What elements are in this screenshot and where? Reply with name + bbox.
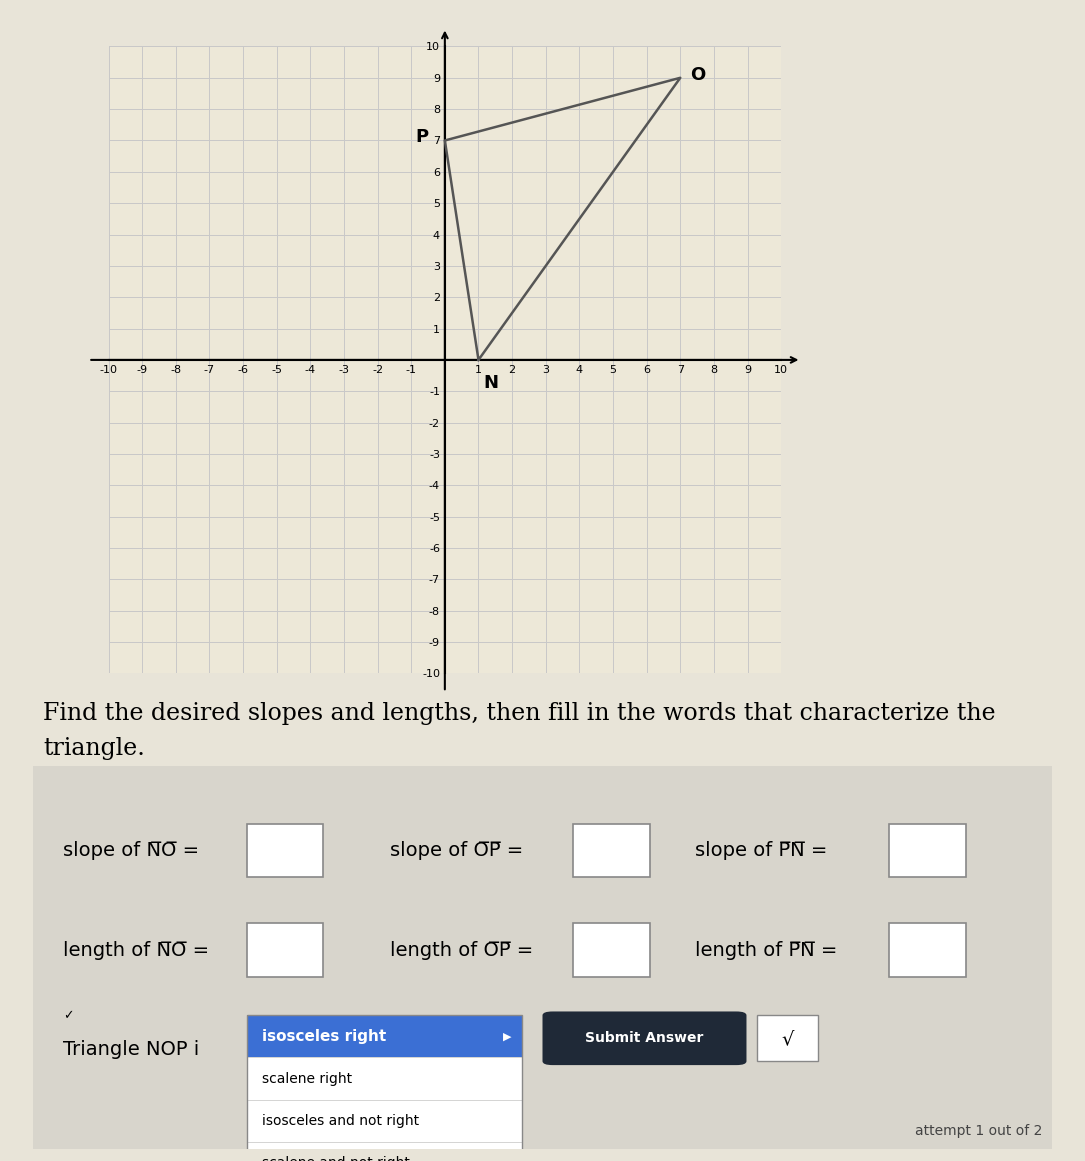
Text: length of O̅P̅ =: length of O̅P̅ = xyxy=(390,940,533,960)
Text: √: √ xyxy=(781,1029,793,1047)
FancyBboxPatch shape xyxy=(573,923,650,978)
Text: scalene right: scalene right xyxy=(261,1072,353,1086)
FancyBboxPatch shape xyxy=(246,1015,522,1058)
FancyBboxPatch shape xyxy=(246,1099,522,1141)
Text: attempt 1 out of 2: attempt 1 out of 2 xyxy=(915,1124,1043,1138)
FancyBboxPatch shape xyxy=(542,1011,746,1065)
Text: slope of O̅P̅ =: slope of O̅P̅ = xyxy=(390,841,523,860)
FancyBboxPatch shape xyxy=(23,763,1062,1153)
Text: isosceles right: isosceles right xyxy=(261,1029,386,1044)
Text: ▶: ▶ xyxy=(503,1031,512,1041)
Text: slope of N̅O̅ =: slope of N̅O̅ = xyxy=(63,841,200,860)
Text: length of P̅N̅ =: length of P̅N̅ = xyxy=(695,940,838,960)
Text: Submit Answer: Submit Answer xyxy=(585,1031,704,1045)
FancyBboxPatch shape xyxy=(246,1141,522,1161)
Text: N: N xyxy=(484,374,498,392)
FancyBboxPatch shape xyxy=(246,1058,522,1099)
Text: isosceles and not right: isosceles and not right xyxy=(261,1113,419,1127)
FancyBboxPatch shape xyxy=(756,1015,818,1061)
Text: triangle.: triangle. xyxy=(43,737,145,760)
Text: Triangle NOP i: Triangle NOP i xyxy=(63,1040,200,1059)
Text: slope of P̅N̅ =: slope of P̅N̅ = xyxy=(695,841,828,860)
FancyBboxPatch shape xyxy=(890,824,966,878)
Text: P: P xyxy=(414,129,427,146)
FancyBboxPatch shape xyxy=(573,824,650,878)
Text: ✓: ✓ xyxy=(63,1009,74,1022)
FancyBboxPatch shape xyxy=(890,923,966,978)
Text: scalene and not right: scalene and not right xyxy=(261,1156,410,1161)
Text: length of N̅O̅ =: length of N̅O̅ = xyxy=(63,940,209,960)
Text: Find the desired slopes and lengths, then fill in the words that characterize th: Find the desired slopes and lengths, the… xyxy=(43,702,996,726)
FancyBboxPatch shape xyxy=(246,824,323,878)
Text: O: O xyxy=(690,66,705,84)
FancyBboxPatch shape xyxy=(246,923,323,978)
